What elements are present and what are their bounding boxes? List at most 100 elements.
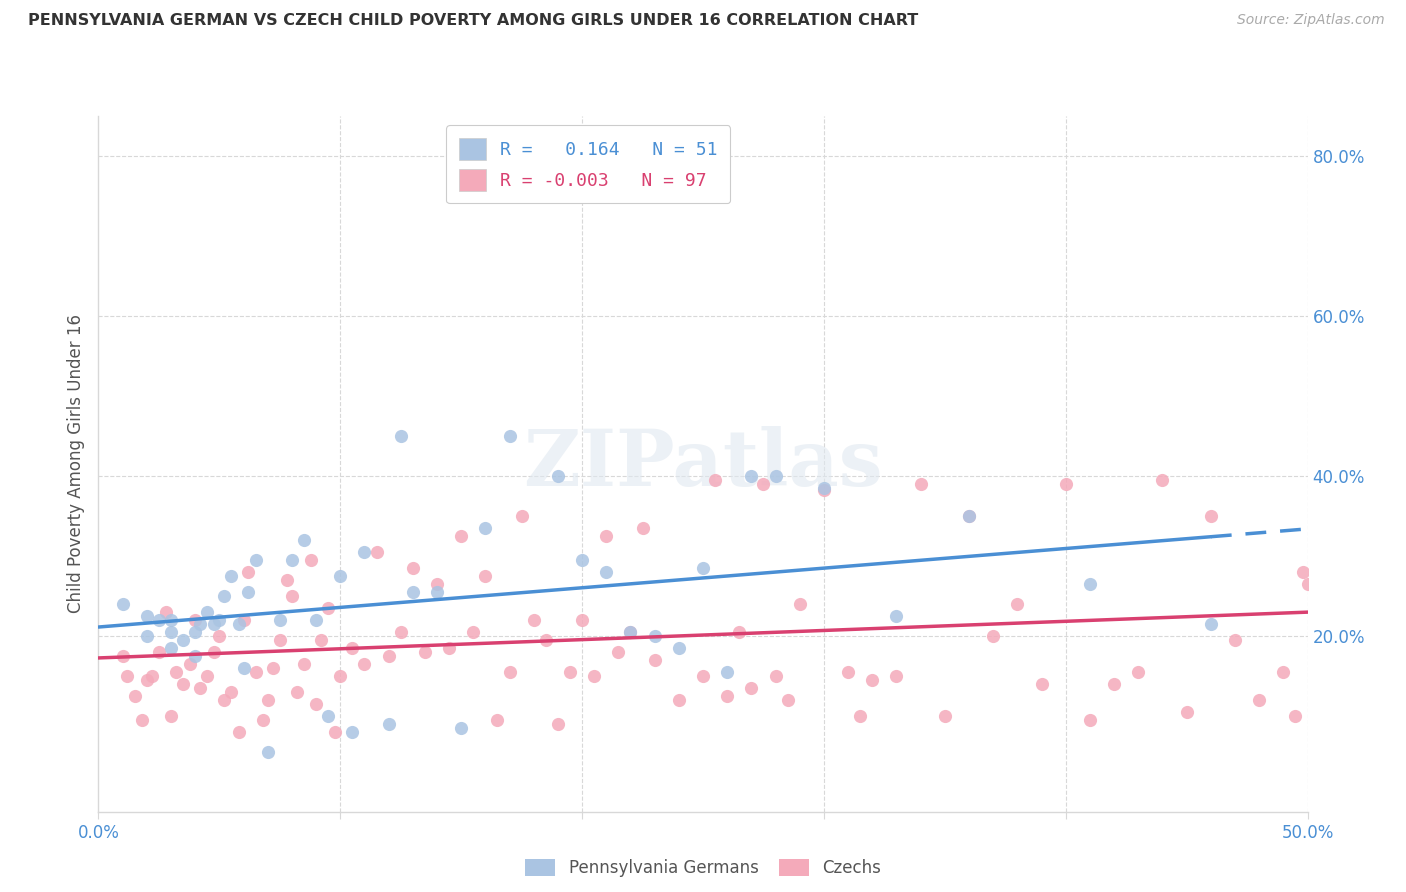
Point [595,565,617,579]
Point [740,681,762,695]
Point [607,645,630,659]
Point [299,553,322,567]
Point [305,613,328,627]
Point [692,561,714,575]
Point [329,669,352,683]
Point [316,600,339,615]
Text: ZIPatlas: ZIPatlas [523,425,883,502]
Point [325,724,347,739]
Point [208,613,231,627]
Point [668,692,690,706]
Point [463,624,485,639]
Point [135,608,157,623]
Point [389,429,412,443]
Point [238,584,260,599]
Point [131,713,153,727]
Point [204,645,226,659]
Point [342,640,364,655]
Point [619,624,641,639]
Point [285,685,308,699]
Point [765,468,787,483]
Point [981,629,1004,643]
Point [813,481,835,495]
Point [135,673,157,687]
Point [631,521,654,535]
Point [765,669,787,683]
Point [155,605,177,619]
Point [353,545,375,559]
Point [1249,692,1271,706]
Point [195,669,218,683]
Point [141,669,163,683]
Point [692,669,714,683]
Point [486,713,509,727]
Point [195,605,218,619]
Point [716,689,738,703]
Point [474,569,496,583]
Point [232,613,254,627]
Point [111,648,134,663]
Point [188,681,211,695]
Point [377,648,399,663]
Point [292,657,315,671]
Point [389,624,412,639]
Point [450,529,472,543]
Point [366,545,388,559]
Point [353,657,375,671]
Point [204,616,226,631]
Point [281,553,304,567]
Point [221,685,243,699]
Point [212,692,235,706]
Point [1292,565,1315,579]
Point [704,473,727,487]
Point [148,613,170,627]
Point [1152,473,1174,487]
Point [377,716,399,731]
Point [1199,508,1222,523]
Point [426,576,449,591]
Point [1199,616,1222,631]
Point [498,429,520,443]
Point [228,724,250,739]
Point [329,569,352,583]
Point [886,669,908,683]
Point [1054,476,1077,491]
Point [342,724,364,739]
Point [437,640,460,655]
Point [305,697,328,711]
Point [1128,665,1150,679]
Point [547,716,569,731]
Point [402,584,425,599]
Point [571,613,593,627]
Point [160,708,183,723]
Point [148,645,170,659]
Point [135,629,157,643]
Point [188,616,211,631]
Point [716,665,738,679]
Point [269,613,291,627]
Point [510,508,533,523]
Point [934,708,956,723]
Point [232,661,254,675]
Point [111,597,134,611]
Point [1007,597,1029,611]
Y-axis label: Child Poverty Among Girls Under 16: Child Poverty Among Girls Under 16 [66,314,84,614]
Point [849,708,872,723]
Point [1284,708,1306,723]
Point [1031,677,1053,691]
Point [402,561,425,575]
Point [160,624,183,639]
Point [212,589,235,603]
Point [208,629,231,643]
Point [728,624,751,639]
Point [269,632,291,647]
Text: PENNSYLVANIA GERMAN VS CZECH CHILD POVERTY AMONG GIRLS UNDER 16 CORRELATION CHAR: PENNSYLVANIA GERMAN VS CZECH CHILD POVER… [28,13,918,29]
Point [450,721,472,735]
Point [644,629,666,643]
Point [583,669,606,683]
Point [165,665,187,679]
Point [789,597,811,611]
Point [252,713,274,727]
Point [558,665,581,679]
Point [910,476,932,491]
